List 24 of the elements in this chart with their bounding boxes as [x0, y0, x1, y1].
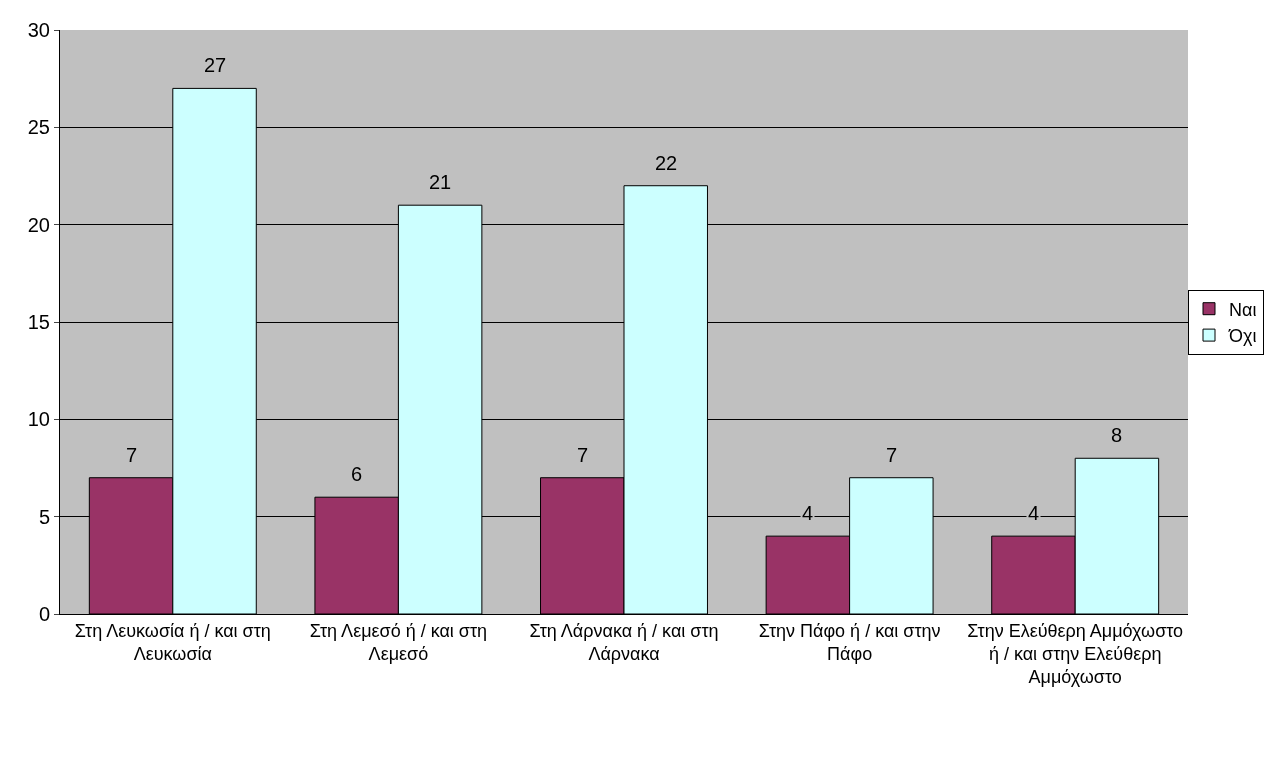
- y-tick-label: 25: [27, 116, 50, 139]
- data-label: 4: [802, 502, 814, 524]
- legend-label: Όχι: [1228, 326, 1257, 347]
- data-label: 27: [204, 54, 227, 76]
- x-tick-label: Στην Ελεύθερη Αμμόχωστο ή / και στην Ελεύθερη Αμμόχωστο: [967, 620, 1184, 688]
- y-tick-label: 20: [27, 213, 50, 236]
- legend-label: Ναι: [1229, 299, 1257, 320]
- x-tick-label: Στην Πάφο ή / και στην Πάφο: [758, 620, 941, 664]
- y-tick-label: 5: [38, 505, 50, 528]
- data-label: 4: [1028, 502, 1040, 524]
- data-label: 7: [886, 444, 898, 466]
- data-label: 21: [429, 171, 452, 193]
- x-tick-label: Στη Λευκωσία ή / και στη Λευκωσία: [74, 620, 271, 664]
- data-label: 6: [351, 463, 363, 485]
- y-tick-label: 30: [27, 19, 50, 41]
- data-label: 8: [1111, 424, 1123, 446]
- y-tick-label: 0: [38, 603, 50, 625]
- data-label: 7: [577, 444, 589, 466]
- y-tick-label: 15: [27, 311, 50, 333]
- y-tick-label: 10: [27, 408, 50, 431]
- data-label: 7: [126, 444, 138, 466]
- x-tick-label: Στη Λεμεσό ή / και στη Λεμεσό: [309, 620, 488, 664]
- x-tick-label: Στη Λάρνακα ή / και στη Λάρνακα: [529, 620, 719, 664]
- data-label: 22: [655, 152, 678, 174]
